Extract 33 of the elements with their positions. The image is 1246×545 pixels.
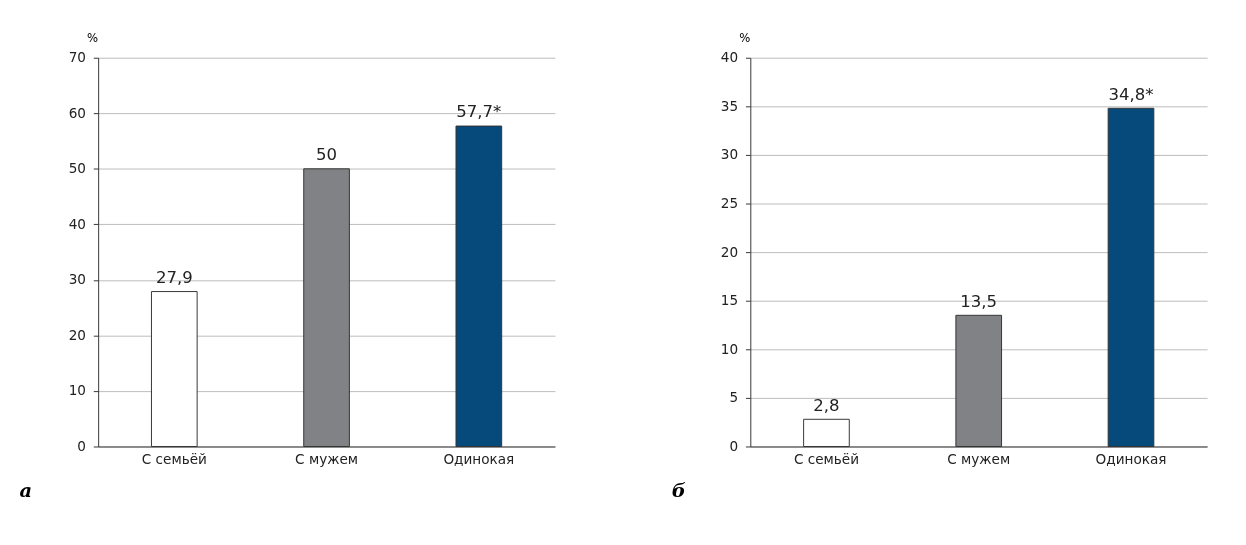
x-tick-label: С семьёй (141, 450, 207, 467)
x-tick-label: С семьёй (793, 450, 860, 467)
y-tick-label: 30 (68, 271, 87, 288)
y-tick-label: 0 (729, 437, 739, 454)
data-label: 13,5 (960, 291, 998, 311)
y-tick-label: 15 (720, 292, 739, 309)
x-tick-label: Одинокая (443, 450, 515, 467)
y-tick-label: 5 (729, 389, 739, 406)
data-label: 27,9 (155, 267, 193, 287)
y-tick-label: 0 (77, 437, 87, 454)
y-tick-label: 40 (68, 215, 87, 232)
x-tick-label: С мужем (295, 450, 359, 467)
y-tick-label: 10 (720, 340, 739, 357)
y-tick-label: 30 (720, 146, 739, 163)
y-tick-label: 40 (720, 49, 739, 66)
y-tick-label: 50 (68, 160, 87, 177)
y-tick-label: 35 (720, 97, 739, 114)
y-tick-label: 70 (68, 49, 87, 66)
x-tick-label: Одинокая (1095, 450, 1167, 467)
data-label: 2,8 (813, 395, 840, 415)
data-label: 50 (316, 145, 338, 165)
text: б (671, 479, 686, 503)
x-tick-label: С мужем (947, 450, 1011, 467)
data-label: 57,7* (456, 102, 502, 122)
y-tick-label: 20 (720, 243, 739, 260)
y-axis-title: % (739, 30, 751, 45)
text: а (19, 479, 33, 503)
y-tick-label: 20 (68, 326, 87, 343)
y-tick-label: 60 (68, 104, 87, 121)
y-axis-title: % (86, 30, 99, 45)
data-label: 34,8* (1108, 84, 1154, 104)
y-tick-label: 25 (720, 194, 739, 211)
y-tick-label: 10 (68, 382, 87, 399)
